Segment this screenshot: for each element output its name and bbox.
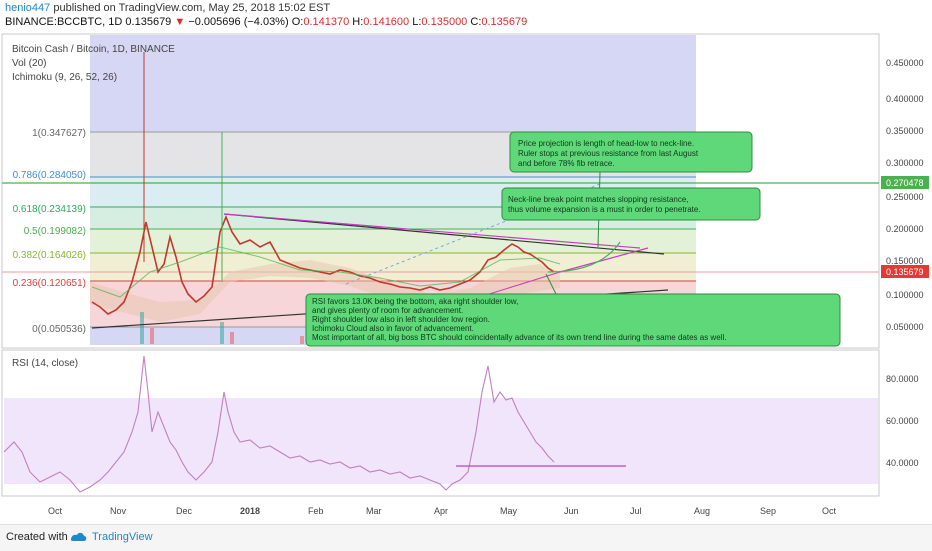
- down-arrow-icon: ▼: [174, 16, 186, 28]
- ohlc-c-label: C:: [470, 16, 482, 28]
- rsi-legend: RSI (14, close): [12, 358, 78, 369]
- author-link[interactable]: henio447: [5, 2, 51, 14]
- fib-zone-5: [90, 229, 696, 253]
- note3-line4: Ichimoku Cloud also in favor of advancem…: [312, 324, 474, 333]
- vol-legend: Vol (20): [12, 58, 46, 69]
- time-tick: Nov: [110, 506, 127, 516]
- rsi-tick: 40.0000: [886, 458, 919, 468]
- fib-label-786: 0.786(0.284050): [13, 170, 86, 181]
- red-price-tag-text: 0.135679: [886, 267, 924, 277]
- ohlc-low: 0.135000: [421, 16, 468, 28]
- rsi-tick: 60.0000: [886, 416, 919, 426]
- time-tick: Mar: [366, 506, 382, 516]
- header-bar: henio447 published on TradingView.com, M…: [0, 0, 932, 30]
- time-tick: Jun: [564, 506, 579, 516]
- chart-title-legend: Bitcoin Cash / Bitcoin, 1D, BINANCE: [12, 44, 175, 55]
- ohlc-o-label: O:: [291, 16, 304, 28]
- price-tick: 0.250000: [886, 192, 924, 202]
- note1-line1: Price projection is length of head-low t…: [518, 139, 694, 148]
- projection-curve: [547, 241, 621, 273]
- note1-line3: and before 78% fib retrace.: [518, 159, 615, 168]
- price-tick: 0.050000: [886, 322, 924, 332]
- symbol-info: BINANCE:BCCBTC, 1D 0.135679 ▼ −0.005696 …: [5, 16, 527, 28]
- note3-line1: RSI favors 13.0K being the bottom, aka r…: [312, 297, 518, 306]
- price-tick: 0.300000: [886, 158, 924, 168]
- tradingview-logo-icon[interactable]: [70, 530, 88, 544]
- fib-label-382: 0.382(0.164026): [13, 250, 86, 261]
- time-tick: May: [500, 506, 518, 516]
- note-price-projection[interactable]: Price projection is length of head-low t…: [509, 131, 753, 248]
- fib-label-236: 0.236(0.120651): [13, 278, 86, 289]
- note2-line1: Neck-line break point matches slopping r…: [508, 195, 689, 204]
- fib-levels: 1(0.347627) 0.786(0.284050) 0.618(0.2341…: [13, 128, 696, 335]
- ohlc-open: 0.141370: [303, 16, 350, 28]
- footer: Created with TradingView: [0, 524, 932, 551]
- note-neckline-break[interactable]: Neck-line break point matches slopping r…: [501, 187, 761, 221]
- green-price-tag: [881, 176, 929, 189]
- price-tick: 0.150000: [886, 256, 924, 266]
- time-tick: Feb: [308, 506, 324, 516]
- last-price: 0.135679: [125, 16, 172, 28]
- symbol-label: BINANCE:BCCBTC, 1D: [5, 16, 123, 28]
- time-tick: Jul: [630, 506, 642, 516]
- note1-line2: Ruler stops at previous resistance from …: [518, 149, 699, 158]
- tradingview-brand-link[interactable]: TradingView: [92, 531, 153, 543]
- fib-label-0: 0(0.050536): [32, 324, 86, 335]
- price-tick: 0.400000: [886, 94, 924, 104]
- time-tick: Sep: [760, 506, 776, 516]
- chart-area[interactable]: 1(0.347627) 0.786(0.284050) 0.618(0.2341…: [0, 32, 932, 522]
- fib-label-618: 0.618(0.234139): [13, 204, 86, 215]
- price-tick: 0.350000: [886, 126, 924, 136]
- ichimoku-legend: Ichimoku (9, 26, 52, 26): [12, 72, 117, 83]
- ichimoku-lead-line: [91, 246, 561, 298]
- price-axis: 0.450000 0.400000 0.350000 0.300000 0.25…: [886, 58, 924, 332]
- note2-line2: thus volume expansion is a must in order…: [508, 205, 701, 214]
- ohlc-close: 0.135679: [481, 16, 528, 28]
- fib-label-1: 1(0.347627): [32, 128, 86, 139]
- publish-info: henio447 published on TradingView.com, M…: [5, 2, 330, 14]
- green-price-tag-text: 0.270478: [886, 178, 924, 188]
- created-with-label: Created with: [6, 531, 68, 543]
- rsi-band: [4, 398, 878, 484]
- fib-label-5: 0.5(0.199082): [24, 226, 86, 237]
- time-tick: Aug: [694, 506, 710, 516]
- time-tick: Oct: [48, 506, 63, 516]
- rsi-tick: 80.0000: [886, 374, 919, 384]
- projection-line: [559, 247, 649, 273]
- purple-resistance: [223, 213, 641, 249]
- time-tick: Oct: [822, 506, 837, 516]
- ohlc-h-label: H:: [352, 16, 364, 28]
- price-tick: 0.450000: [886, 58, 924, 68]
- ohlc-high: 0.141600: [363, 16, 410, 28]
- time-tick: Apr: [434, 506, 448, 516]
- rsi-line: [3, 355, 555, 493]
- time-tick: 2018: [240, 506, 260, 516]
- neckline-resistance: [223, 213, 665, 255]
- note3-line3: Right shoulder low also in left shoulder…: [312, 315, 490, 324]
- note3-line2: and gives plenty of room for advancement…: [312, 306, 463, 315]
- price-tick: 0.200000: [886, 224, 924, 234]
- time-tick: Dec: [176, 506, 193, 516]
- rsi-axis: 80.0000 60.0000 40.0000: [886, 374, 919, 468]
- price-change: −0.005696 (−4.03%): [188, 16, 289, 28]
- note-rsi-favors[interactable]: RSI favors 13.0K being the bottom, aka r…: [305, 273, 841, 347]
- price-tick: 0.100000: [886, 290, 924, 300]
- ohlc-l-label: L:: [412, 16, 422, 28]
- time-axis: Oct Nov Dec 2018 Feb Mar Apr May Jun Jul…: [48, 506, 837, 516]
- red-price-tag: [881, 265, 929, 278]
- published-text: published on TradingView.com, May 25, 20…: [53, 2, 331, 14]
- note3-line5: Most important of all, big boss BTC shou…: [312, 333, 726, 342]
